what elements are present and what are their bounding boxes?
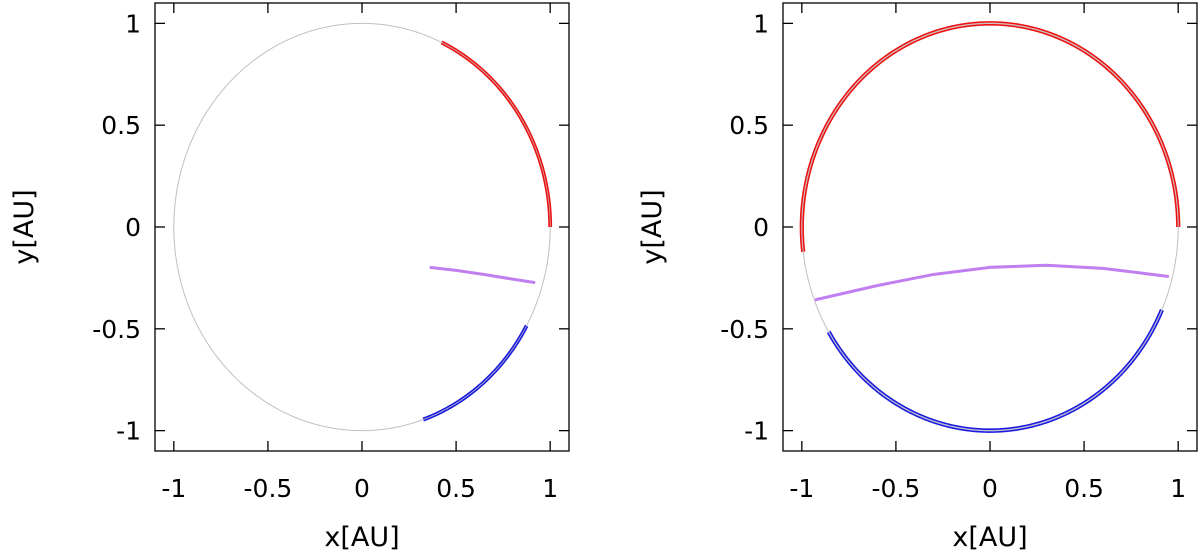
x-tick-label: 1 xyxy=(542,474,558,503)
x-tick-label: 0.5 xyxy=(1064,474,1104,503)
x-axis-label: x[AU] xyxy=(324,522,399,552)
x-tick-label: -0.5 xyxy=(872,474,921,503)
orbit-plot-right: -1 -0.5 0 0.5 1 1 0.5 0 -0.5 -1 x[AU] y[AU] xyxy=(637,2,1198,552)
trajectory-arc-0-1 xyxy=(799,21,1181,253)
trajectory-arc-0-0 xyxy=(802,23,1178,252)
y-tick-label: 1 xyxy=(753,9,769,38)
y-axis-label: y[AU] xyxy=(9,189,40,264)
trajectory-arc-2-0 xyxy=(829,308,1162,431)
trajectory-arc-2-1 xyxy=(826,310,1164,433)
trajectory-curve-1-1 xyxy=(429,265,536,284)
y-tick-label: 0.5 xyxy=(101,111,141,140)
x-tick-label: -1 xyxy=(161,474,186,503)
x-tick-label: 0 xyxy=(982,474,998,503)
y-tick-label: -1 xyxy=(116,417,141,446)
trajectory-arc-0-0 xyxy=(440,42,550,227)
x-tick-label: -0.5 xyxy=(244,474,293,503)
y-tick-label: 0 xyxy=(753,213,769,242)
trajectory-arc-2-1 xyxy=(423,325,529,422)
orbit-plot-left: -1 -0.5 0 0.5 1 1 0.5 0 -0.5 -1 x[AU] y[AU] xyxy=(9,2,570,552)
x-tick-label: 0.5 xyxy=(436,474,476,503)
x-tick-label: -1 xyxy=(789,474,814,503)
x-tick-label: 1 xyxy=(1170,474,1186,503)
reference-orbit-circle xyxy=(801,22,1179,432)
trajectory-arc-2-0 xyxy=(422,324,527,420)
y-tick-label: -0.5 xyxy=(720,315,769,344)
y-axis-label: y[AU] xyxy=(637,189,668,264)
y-tick-label: 0.5 xyxy=(729,111,769,140)
y-tick-label: 1 xyxy=(125,9,141,38)
plot-frame xyxy=(782,2,1198,452)
x-tick-label: 0 xyxy=(354,474,370,503)
y-tick-label: 0 xyxy=(125,213,141,242)
trajectory-arc-0-1 xyxy=(441,40,553,228)
y-tick-label: -1 xyxy=(744,417,769,446)
y-tick-label: -0.5 xyxy=(92,315,141,344)
trajectory-curve-1-1 xyxy=(814,263,1169,301)
x-axis-label: x[AU] xyxy=(952,522,1027,552)
reference-orbit-circle xyxy=(173,22,551,432)
plot-frame xyxy=(154,2,570,452)
trajectory-curve-1-0 xyxy=(814,264,1169,302)
